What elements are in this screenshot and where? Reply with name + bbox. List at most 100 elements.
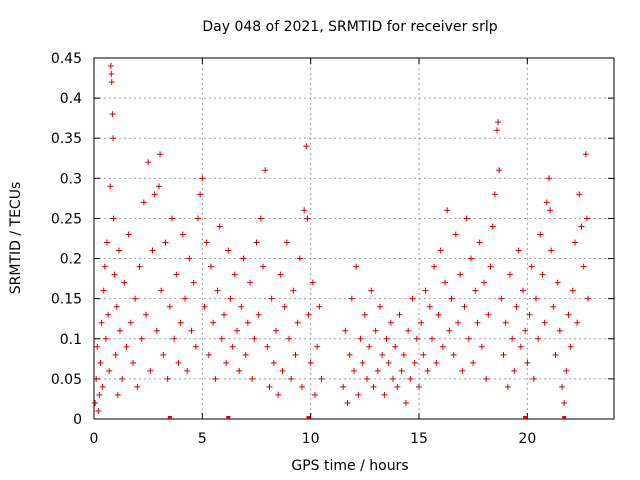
data-series — [92, 63, 591, 419]
data-point — [166, 303, 173, 310]
data-point — [314, 343, 321, 350]
data-point — [301, 207, 308, 214]
data-point — [171, 335, 178, 342]
data-point — [474, 319, 481, 326]
data-point — [203, 239, 210, 246]
data-point — [513, 303, 520, 310]
y-tick-label: 0.2 — [60, 252, 82, 268]
data-point — [463, 215, 470, 222]
data-point — [574, 319, 581, 326]
data-point — [93, 375, 100, 382]
data-point — [576, 191, 583, 198]
x-tick-label: 15 — [410, 431, 428, 447]
data-point — [468, 255, 474, 262]
data-point — [565, 311, 572, 318]
data-point — [435, 311, 442, 318]
data-point — [149, 247, 156, 254]
data-point — [420, 351, 427, 358]
data-point — [110, 215, 117, 222]
data-point — [563, 367, 570, 374]
data-point — [539, 271, 546, 278]
data-point — [251, 335, 258, 342]
data-point — [253, 239, 260, 246]
data-point — [361, 311, 368, 318]
y-tick-label: 0.05 — [51, 372, 82, 388]
data-point — [413, 335, 420, 342]
data-point — [567, 343, 574, 350]
x-tick-label: 20 — [518, 431, 536, 447]
data-point — [257, 215, 264, 222]
data-point — [392, 343, 399, 350]
data-point — [416, 383, 422, 390]
data-point — [580, 263, 587, 270]
data-point — [121, 279, 128, 286]
data-point — [303, 143, 310, 150]
data-point — [216, 223, 223, 230]
data-point — [134, 383, 141, 390]
data-point — [346, 351, 353, 358]
data-point — [177, 319, 184, 326]
data-point — [526, 311, 533, 318]
data-point — [426, 303, 433, 310]
data-point — [394, 383, 401, 390]
data-point — [234, 327, 240, 334]
data-point — [109, 111, 116, 118]
data-point — [221, 311, 227, 318]
data-point — [309, 279, 316, 286]
data-point — [96, 391, 103, 398]
data-point — [102, 335, 109, 342]
data-point — [212, 375, 219, 382]
data-point — [552, 351, 559, 358]
data-point — [411, 359, 418, 366]
data-point — [476, 239, 483, 246]
data-point — [496, 167, 503, 174]
data-point — [422, 287, 429, 294]
data-point — [535, 335, 542, 342]
data-point — [151, 191, 158, 198]
data-point — [403, 399, 409, 406]
baseline-marker — [562, 416, 567, 419]
x-axis-label: GPS time / hours — [291, 458, 408, 474]
data-point — [444, 207, 451, 214]
data-point — [470, 359, 477, 366]
data-point — [275, 391, 282, 398]
data-point — [431, 263, 438, 270]
data-point — [504, 383, 511, 390]
data-point — [491, 191, 498, 198]
data-point — [455, 319, 461, 326]
data-point — [509, 335, 516, 342]
data-point — [111, 271, 118, 278]
data-point — [533, 295, 539, 302]
chart-title: Day 048 of 2021, SRMTID for receiver srl… — [202, 19, 497, 35]
data-point — [409, 295, 416, 302]
data-point — [368, 287, 375, 294]
data-point — [433, 359, 440, 366]
data-point — [366, 343, 373, 350]
y-tick-label: 0.3 — [60, 171, 82, 187]
data-point — [379, 351, 386, 358]
data-point — [396, 311, 403, 318]
data-point — [489, 223, 496, 230]
data-point — [569, 287, 576, 294]
data-point — [283, 239, 290, 246]
data-point — [157, 151, 164, 158]
x-tick-label: 0 — [90, 431, 99, 447]
data-point — [511, 367, 518, 374]
data-point — [188, 327, 195, 334]
data-point — [515, 247, 522, 254]
data-point — [175, 359, 182, 366]
data-point — [370, 383, 377, 390]
data-point — [457, 271, 464, 278]
data-point — [507, 271, 513, 278]
data-point — [582, 151, 589, 158]
data-point — [160, 351, 167, 358]
data-point — [106, 367, 113, 374]
data-point — [561, 399, 568, 406]
data-point — [572, 239, 578, 246]
data-point — [481, 279, 487, 286]
y-tick-label: 0.35 — [51, 131, 82, 147]
data-point — [236, 367, 243, 374]
data-point — [304, 215, 311, 222]
data-point — [290, 287, 297, 294]
data-point — [104, 239, 110, 246]
